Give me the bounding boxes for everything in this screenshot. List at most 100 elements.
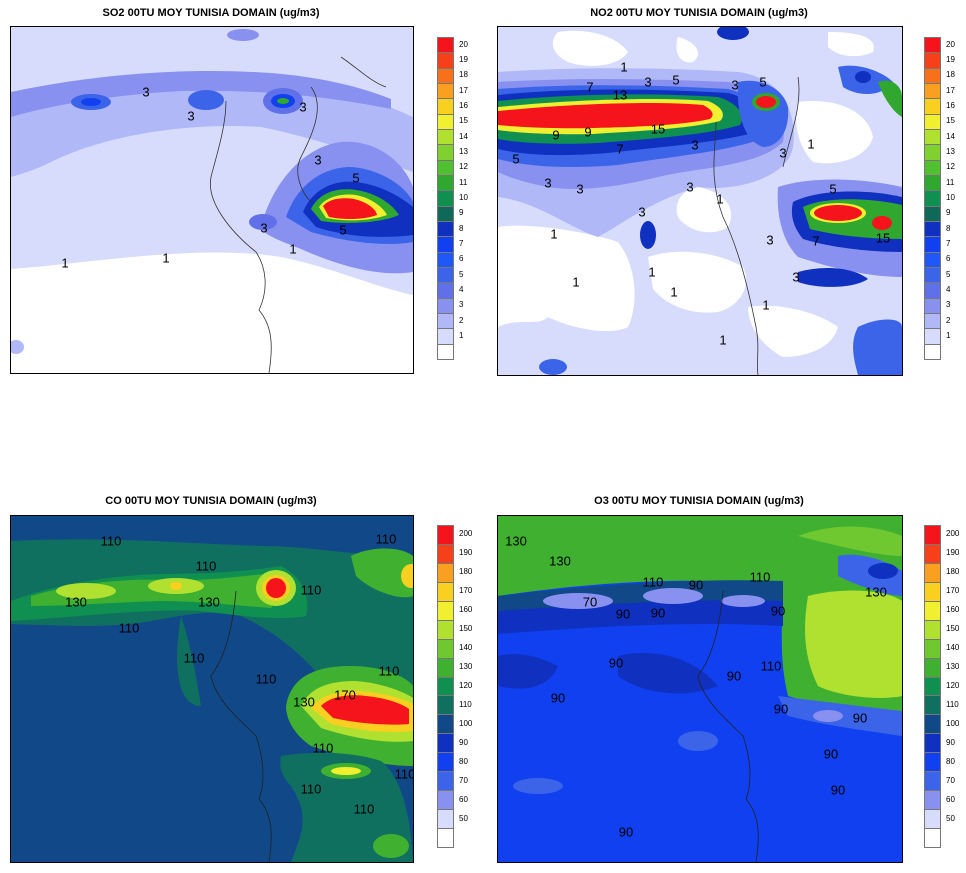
- legend-tick-label: 110: [459, 699, 472, 709]
- so2-map: 3 3 3 3 5 3 5 1 1 1: [10, 26, 414, 374]
- legend-swatch: [924, 543, 941, 564]
- no2-contour-label: 3: [731, 77, 739, 93]
- no2-contour-label: 15: [650, 121, 666, 137]
- legend-tick-label: 60: [459, 794, 468, 804]
- legend-swatch: [924, 695, 941, 716]
- legend-swatch: [924, 98, 941, 115]
- co-map: 110 110 130 130 110 110 110 110 110 170 …: [10, 515, 414, 863]
- legend-tick-label: 15: [459, 116, 468, 126]
- legend-tick-label: 5: [459, 269, 464, 279]
- o3-legend: 200 190 180 170 160 150 140 130 120 110 100 90 80 70 6…: [924, 525, 964, 848]
- so2-contour-label: 3: [314, 152, 322, 168]
- legend-swatch: [437, 190, 454, 207]
- legend-tick-label: 17: [459, 85, 468, 95]
- legend-tick-label: 110: [946, 699, 959, 709]
- o3-contour-label: 110: [760, 658, 782, 674]
- legend-tick-label: 2: [946, 315, 951, 325]
- legend-swatch: [437, 159, 454, 176]
- legend-tick-label: 100: [946, 718, 960, 728]
- no2-contour-label: 3: [686, 179, 694, 195]
- o3-contour-label: 110: [749, 569, 771, 585]
- o3-contour-label: 90: [550, 690, 566, 706]
- legend-swatch: [924, 37, 941, 54]
- no2-title: NO2 00TU MOY TUNISIA DOMAIN (ug/m3): [590, 7, 808, 19]
- legend-swatch: [437, 83, 454, 100]
- legend-tick-label: 13: [946, 147, 955, 156]
- legend-tick-label: 10: [946, 193, 955, 202]
- so2-legend: 20 19 18 17 16 15 14 13 12 11 10 9 8 7 6 5 4 3 2 1: [437, 37, 477, 360]
- legend-swatch: [924, 790, 941, 811]
- legend-swatch: [437, 282, 454, 299]
- no2-contour-label: 3: [638, 204, 646, 220]
- legend-tick-label: 19: [459, 55, 468, 64]
- o3-contour-label: 90: [823, 746, 839, 762]
- legend-swatch: [437, 221, 454, 238]
- no2-contour-label: 3: [766, 232, 774, 248]
- o3-contour-label: 90: [770, 603, 786, 619]
- legend-tick-label: 12: [946, 162, 955, 172]
- legend-tick-label: 3: [459, 300, 464, 310]
- so2-contour-label: 3: [260, 220, 268, 236]
- co-contour-label: 170: [334, 687, 356, 703]
- legend-swatch: [437, 98, 454, 115]
- no2-contour-label: 5: [512, 151, 520, 167]
- no2-contour-label: 3: [576, 181, 584, 197]
- co-contour-label: 110: [300, 582, 322, 598]
- o3-contour-label: 90: [615, 606, 631, 622]
- legend-swatch: [924, 221, 941, 238]
- legend-tick-label: 14: [946, 131, 955, 141]
- legend-tick-label: 9: [946, 208, 951, 218]
- no2-contour-label: 3: [792, 269, 800, 285]
- legend-swatch: [924, 771, 941, 792]
- so2-contour-label: 3: [187, 108, 195, 124]
- legend-swatch: [924, 600, 941, 621]
- legend-swatch: [924, 657, 941, 678]
- legend-swatch: [924, 313, 941, 330]
- legend-tick-label: 170: [946, 586, 960, 596]
- no2-contour-label: 3: [691, 137, 699, 153]
- legend-swatch: [437, 809, 454, 830]
- legend-swatch: [924, 113, 941, 130]
- co-contour-label: 130: [198, 594, 220, 610]
- legend-swatch: [924, 129, 941, 146]
- legend-swatch: [437, 113, 454, 130]
- no2-contour-label: 15: [875, 230, 891, 246]
- so2-title: SO2 00TU MOY TUNISIA DOMAIN (ug/m3): [102, 7, 320, 19]
- legend-tick-label: 20: [459, 39, 468, 49]
- legend-swatch: [437, 619, 454, 640]
- legend-tick-label: 120: [459, 681, 473, 690]
- legend-swatch: [924, 190, 941, 207]
- no2-legend: 20 19 18 17 16 15 14 13 12 11 10 9 8 7 6 5 4 3 2 1: [924, 37, 964, 360]
- so2-contour-label: 1: [61, 255, 69, 271]
- legend-tick-label: 20: [946, 39, 955, 49]
- legend-swatch: [924, 297, 941, 314]
- legend-swatch: [437, 205, 454, 222]
- no2-contour-label: 1: [550, 226, 558, 242]
- no2-contour-label: 5: [829, 181, 837, 197]
- legend-tick-label: 50: [459, 813, 468, 823]
- legend-swatch: [924, 714, 941, 735]
- legend-swatch: [924, 52, 941, 69]
- legend-tick-label: 15: [946, 116, 955, 126]
- no2-contour-label: 1: [670, 284, 678, 300]
- legend-swatch: [437, 562, 454, 583]
- legend-swatch: [437, 828, 454, 848]
- co-contour-label: 130: [65, 594, 87, 610]
- no2-contour-label: 5: [759, 74, 767, 90]
- no2-contour-label: 7: [616, 141, 624, 157]
- legend-swatch: [437, 676, 454, 697]
- o3-contour-label: 130: [505, 533, 527, 549]
- o3-contour-label: 90: [618, 824, 634, 840]
- legend-swatch: [437, 267, 454, 284]
- co-title: CO 00TU MOY TUNISIA DOMAIN (ug/m3): [105, 495, 317, 507]
- legend-swatch: [437, 37, 454, 54]
- legend-swatch: [924, 343, 941, 360]
- legend-swatch: [924, 525, 941, 545]
- legend-tick-label: 150: [946, 624, 960, 634]
- legend-tick-label: 200: [946, 529, 960, 539]
- legend-swatch: [924, 144, 941, 161]
- legend-tick-label: 130: [459, 662, 473, 672]
- legend-tick-label: 12: [459, 162, 468, 172]
- co-contour-label: 110: [255, 671, 277, 687]
- legend-tick-label: 190: [946, 548, 960, 558]
